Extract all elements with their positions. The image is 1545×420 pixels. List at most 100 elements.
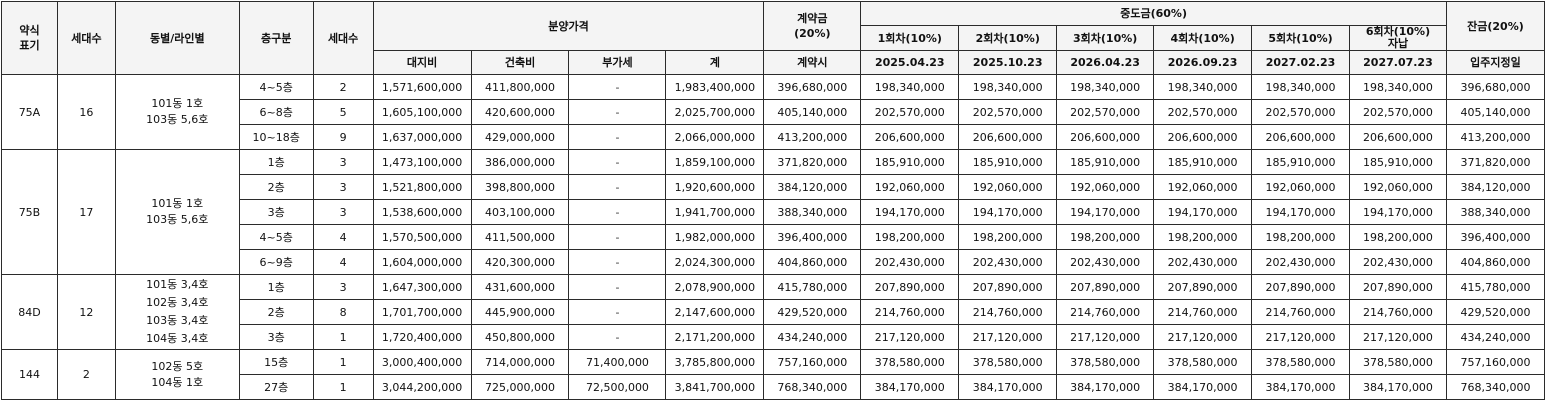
land-cost-cell: 1,570,500,000 <box>372 224 472 250</box>
floor-cell: 6~9층 <box>238 249 314 275</box>
deposit-cell: 415,780,000 <box>763 274 862 300</box>
deposit-cell: 757,160,000 <box>763 349 862 375</box>
row-units-cell: 1 <box>312 324 374 350</box>
row-units-cell: 2 <box>312 74 374 100</box>
deposit-cell: 434,240,000 <box>763 324 862 350</box>
interim-1-cell: 198,200,000 <box>860 224 960 250</box>
interim-3-cell: 384,170,000 <box>1056 374 1155 400</box>
dong-line-cell: 101동 1호 103동 5,6호 <box>114 74 240 150</box>
floor-cell: 6~8층 <box>238 99 314 125</box>
floor-cell: 27층 <box>238 374 314 400</box>
dong-line-cell: 101동 3,4호 102동 3,4호 103동 3,4호 104동 3,4호 <box>114 274 240 350</box>
interim-4-cell: 192,060,000 <box>1153 174 1253 200</box>
group-units-cell: 17 <box>56 149 116 275</box>
unit-type-cell: 144 <box>1 349 58 400</box>
header-date-4: 2026.09.23 <box>1153 50 1253 75</box>
land-cost-cell: 1,473,100,000 <box>372 149 472 175</box>
header-deposit: 계약금 (20%) <box>763 1 862 51</box>
building-cost-cell: 411,500,000 <box>470 224 570 250</box>
price-table: 약식 표기 세대수 동별/라인별 층구분 세대수 분양가격 계약금 (20%) … <box>1 1 1545 400</box>
unit-type-cell: 75A <box>1 74 58 150</box>
table-row: 3층 1 1,720,400,000 450,800,000-2,171,200,00… <box>2 324 1545 350</box>
header-floor: 층구분 <box>238 1 314 75</box>
land-cost-cell: 1,701,700,000 <box>372 299 472 325</box>
header-units2: 세대수 <box>312 1 374 75</box>
header-vat: 부가세 <box>568 50 667 75</box>
land-cost-cell: 1,571,600,000 <box>372 74 472 100</box>
interim-6-cell: 202,570,000 <box>1348 99 1447 125</box>
row-units-cell: 9 <box>312 124 374 150</box>
interim-5-cell: 202,430,000 <box>1251 249 1350 275</box>
land-cost-cell: 1,720,400,000 <box>372 324 472 350</box>
interim-3-cell: 206,600,000 <box>1056 124 1155 150</box>
interim-4-cell: 384,170,000 <box>1153 374 1253 400</box>
total-price-cell: 1,920,600,000 <box>665 174 765 200</box>
interim-5-cell: 192,060,000 <box>1251 174 1350 200</box>
interim-2-cell: 384,170,000 <box>958 374 1058 400</box>
interim-2-cell: 194,170,000 <box>958 199 1058 225</box>
total-price-cell: 2,147,600,000 <box>665 299 765 325</box>
header-date-2: 2025.10.23 <box>958 50 1058 75</box>
deposit-cell: 404,860,000 <box>763 249 862 275</box>
interim-6-cell: 207,890,000 <box>1348 274 1447 300</box>
interim-3-cell: 198,200,000 <box>1056 224 1155 250</box>
total-price-cell: 3,785,800,000 <box>665 349 765 375</box>
interim-1-cell: 194,170,000 <box>860 199 960 225</box>
table-row: 3층 3 1,538,600,000 403,100,000-1,941,700,00… <box>2 199 1545 225</box>
land-cost-cell: 1,538,600,000 <box>372 199 472 225</box>
row-units-cell: 4 <box>312 249 374 275</box>
row-units-cell: 3 <box>312 149 374 175</box>
floor-cell: 2층 <box>238 299 314 325</box>
interim-2-cell: 192,060,000 <box>958 174 1058 200</box>
unit-type-cell: 75B <box>1 149 58 275</box>
row-units-cell: 1 <box>312 374 374 400</box>
row-units-cell: 3 <box>312 199 374 225</box>
building-cost-cell: 420,600,000 <box>470 99 570 125</box>
deposit-cell: 405,140,000 <box>763 99 862 125</box>
header-interim-4: 4회차(10%) <box>1153 25 1253 51</box>
balance-cell: 429,520,000 <box>1445 299 1545 325</box>
interim-2-cell: 207,890,000 <box>958 274 1058 300</box>
table-row: 2층 3 1,521,800,000 398,800,000-1,920,600,00… <box>2 174 1545 200</box>
vat-cell: - <box>568 224 667 250</box>
deposit-cell: 396,680,000 <box>763 74 862 100</box>
balance-cell: 396,400,000 <box>1445 224 1545 250</box>
group-units-cell: 12 <box>56 274 116 350</box>
group-units-cell: 16 <box>56 74 116 150</box>
header-building: 건축비 <box>470 50 570 75</box>
total-price-cell: 1,983,400,000 <box>665 74 765 100</box>
total-price-cell: 2,171,200,000 <box>665 324 765 350</box>
row-units-cell: 5 <box>312 99 374 125</box>
interim-5-cell: 206,600,000 <box>1251 124 1350 150</box>
interim-2-cell: 214,760,000 <box>958 299 1058 325</box>
table-row: 144 2 102동 5호 104동 1호 15층 1 3,000,400,000 714,… <box>1 349 1545 400</box>
floor-cell: 15층 <box>238 349 314 375</box>
building-cost-cell: 420,300,000 <box>470 249 570 275</box>
interim-1-cell: 207,890,000 <box>860 274 960 300</box>
total-price-cell: 1,859,100,000 <box>665 149 765 175</box>
interim-5-cell: 207,890,000 <box>1251 274 1350 300</box>
header-dong: 동별/라인별 <box>114 1 240 75</box>
balance-cell: 434,240,000 <box>1445 324 1545 350</box>
interim-3-cell: 214,760,000 <box>1056 299 1155 325</box>
floor-cell: 3층 <box>238 199 314 225</box>
interim-6-cell: 384,170,000 <box>1348 374 1447 400</box>
interim-3-cell: 202,430,000 <box>1056 249 1155 275</box>
interim-5-cell: 194,170,000 <box>1251 199 1350 225</box>
interim-2-cell: 217,120,000 <box>958 324 1058 350</box>
interim-5-cell: 185,910,000 <box>1251 149 1350 175</box>
interim-4-cell: 214,760,000 <box>1153 299 1253 325</box>
vat-cell: - <box>568 274 667 300</box>
building-cost-cell: 429,000,000 <box>470 124 570 150</box>
interim-4-cell: 202,570,000 <box>1153 99 1253 125</box>
table-row: 75B 17 101동 1호 103동 5,6호 1층 3 1,473,100,000 38… <box>1 149 1545 275</box>
table-row: 84D 12 101동 3,4호 102동 3,4호 103동 3,4호 104동 … <box>1 274 1545 350</box>
interim-1-cell: 217,120,000 <box>860 324 960 350</box>
floor-cell: 1층 <box>238 149 314 175</box>
table-row: 6~8층 5 1,605,100,000 420,600,000-2,025,700,… <box>2 99 1545 125</box>
total-price-cell: 2,025,700,000 <box>665 99 765 125</box>
header-balance: 잔금(20%) <box>1445 1 1545 51</box>
row-units-cell: 8 <box>312 299 374 325</box>
interim-4-cell: 217,120,000 <box>1153 324 1253 350</box>
interim-5-cell: 384,170,000 <box>1251 374 1350 400</box>
